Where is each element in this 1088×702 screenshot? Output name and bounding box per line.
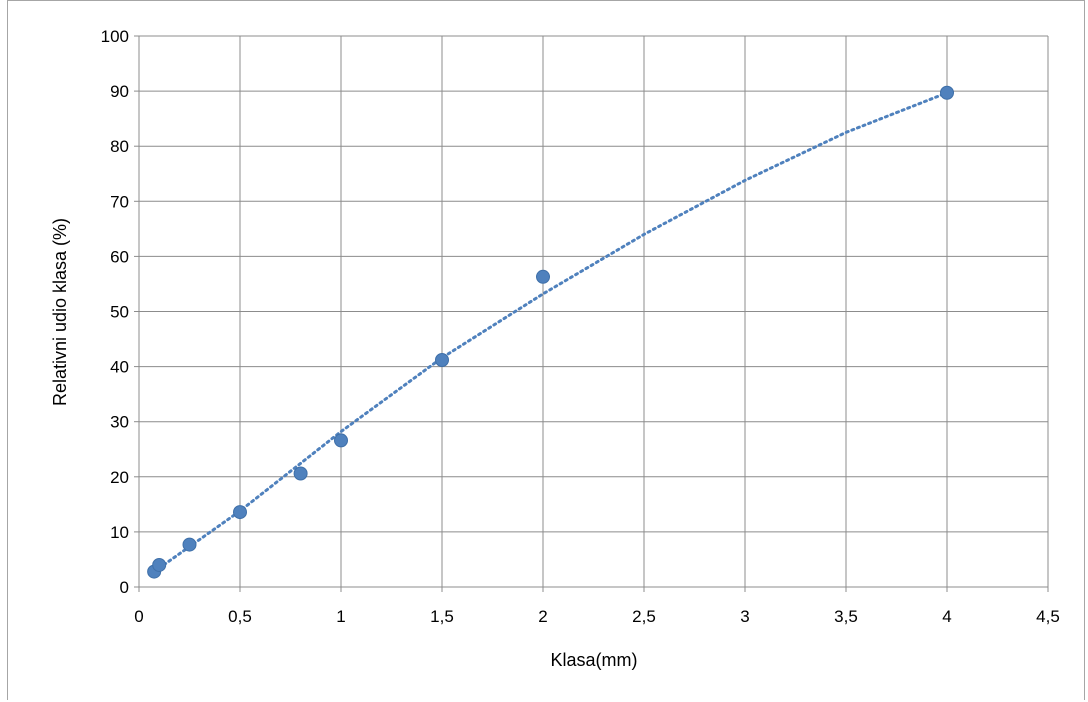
grid-lines (139, 35, 1049, 587)
y-tick-label: 0 (120, 578, 129, 597)
y-tick-label: 10 (110, 523, 129, 542)
x-tick-label: 4,5 (1036, 607, 1060, 626)
y-tick-label: 20 (110, 468, 129, 487)
data-points (147, 85, 954, 579)
y-axis-title: Relativni udio klasa (%) (50, 218, 70, 406)
x-axis-title: Klasa(mm) (550, 650, 637, 670)
y-tick-label: 90 (110, 82, 129, 101)
y-tick-label: 60 (110, 247, 129, 266)
y-tick-label: 100 (101, 27, 129, 46)
x-tick-label: 3,5 (834, 607, 858, 626)
axes (134, 35, 1049, 592)
y-tick-label: 40 (110, 358, 129, 377)
x-tick-label: 1 (336, 607, 345, 626)
x-tick-label: 3 (740, 607, 749, 626)
y-tick-label: 70 (110, 192, 129, 211)
data-point (940, 85, 954, 100)
y-tick-label: 30 (110, 413, 129, 432)
y-tick-label: 50 (110, 303, 129, 322)
x-tick-label: 1,5 (430, 607, 454, 626)
x-tick-label: 0 (134, 607, 143, 626)
trendline (152, 91, 949, 574)
data-point (152, 557, 167, 572)
y-tick-label: 80 (110, 137, 129, 156)
data-point (435, 352, 449, 367)
data-point (536, 269, 550, 284)
chart-frame (7, 0, 1085, 700)
data-point (334, 433, 348, 448)
x-tick-label: 2,5 (632, 607, 656, 626)
data-point (293, 466, 308, 481)
x-tick-label: 0,5 (228, 607, 252, 626)
data-point (182, 537, 197, 552)
trendline-path (152, 91, 949, 574)
tick-labels: 0 10 20 30 40 50 60 70 80 90 100 0 0,5 1 1,5 2 2,5 3 3,5 4 4… (101, 27, 1060, 626)
data-point (233, 505, 247, 520)
x-tick-label: 2 (538, 607, 547, 626)
x-tick-label: 4 (942, 607, 951, 626)
